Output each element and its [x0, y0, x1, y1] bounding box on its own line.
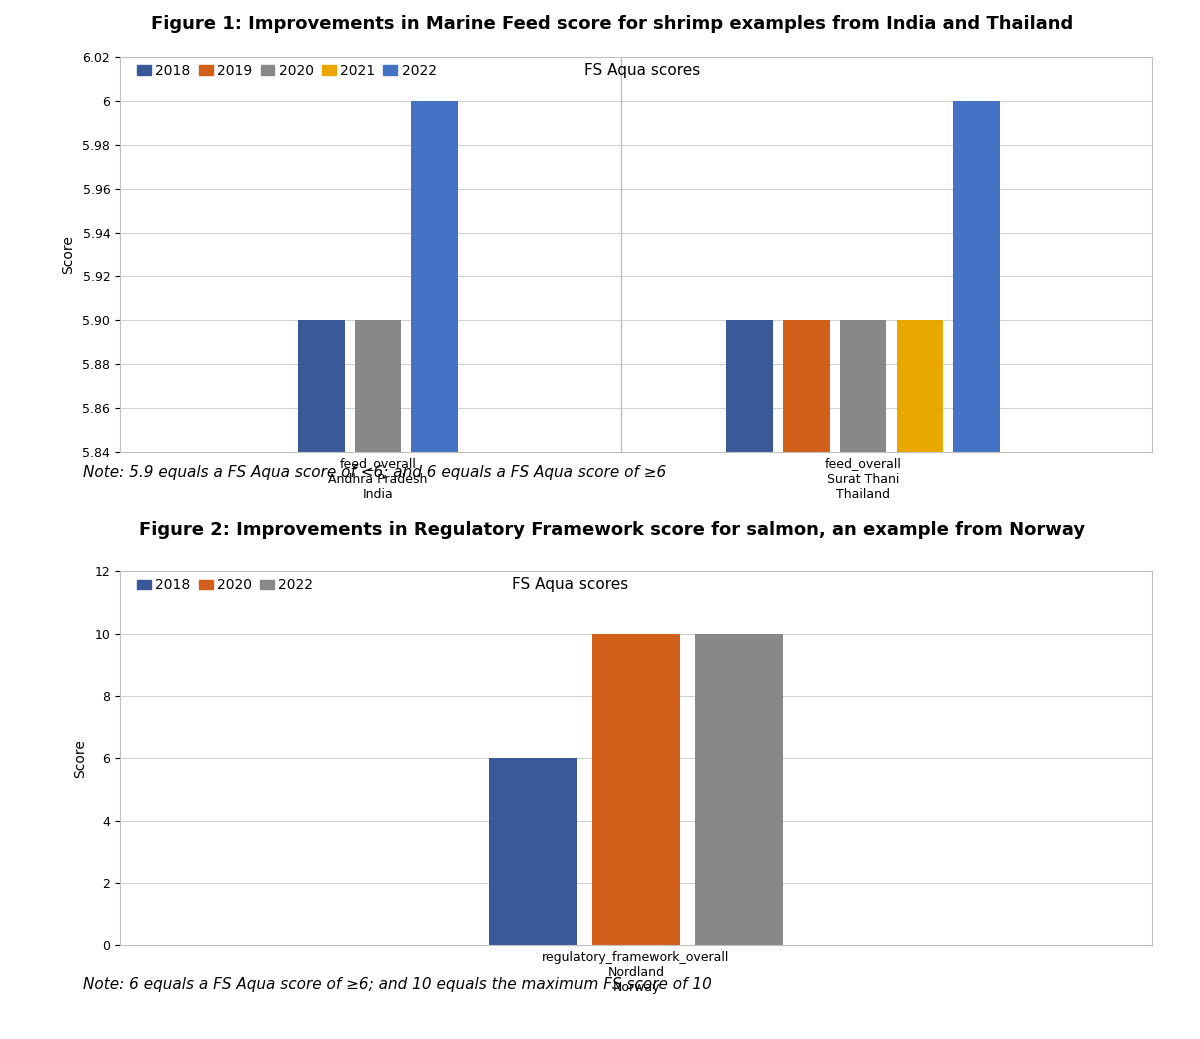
Bar [896, 320, 943, 452]
Text: FS Aqua scores: FS Aqua scores [584, 63, 701, 79]
Legend: 2018, 2019, 2020, 2021, 2022: 2018, 2019, 2020, 2021, 2022 [137, 64, 437, 78]
Bar [953, 101, 1000, 452]
Bar [784, 320, 829, 452]
Text: Note: 5.9 equals a FS Aqua score of <6; and 6 equals a FS Aqua score of ≥6: Note: 5.9 equals a FS Aqua score of <6; … [83, 464, 666, 480]
Bar [412, 101, 458, 452]
Y-axis label: Score: Score [61, 235, 76, 274]
Bar [840, 320, 887, 452]
Bar [592, 634, 680, 945]
Bar [726, 320, 773, 452]
Bar [298, 320, 344, 452]
Text: Figure 2: Improvements in Regulatory Framework score for salmon, an example from: Figure 2: Improvements in Regulatory Fra… [139, 521, 1085, 539]
Legend: 2018, 2020, 2022: 2018, 2020, 2022 [137, 579, 313, 592]
Bar [488, 758, 577, 945]
Bar [355, 320, 401, 452]
Text: Figure 1: Improvements in Marine Feed score for shrimp examples from India and T: Figure 1: Improvements in Marine Feed sc… [151, 15, 1073, 33]
Text: FS Aqua scores: FS Aqua scores [512, 577, 629, 592]
Text: Note: 6 equals a FS Aqua score of ≥6; and 10 equals the maximum FS score of 10: Note: 6 equals a FS Aqua score of ≥6; an… [83, 977, 712, 992]
Bar [695, 634, 784, 945]
Y-axis label: Score: Score [73, 739, 88, 778]
